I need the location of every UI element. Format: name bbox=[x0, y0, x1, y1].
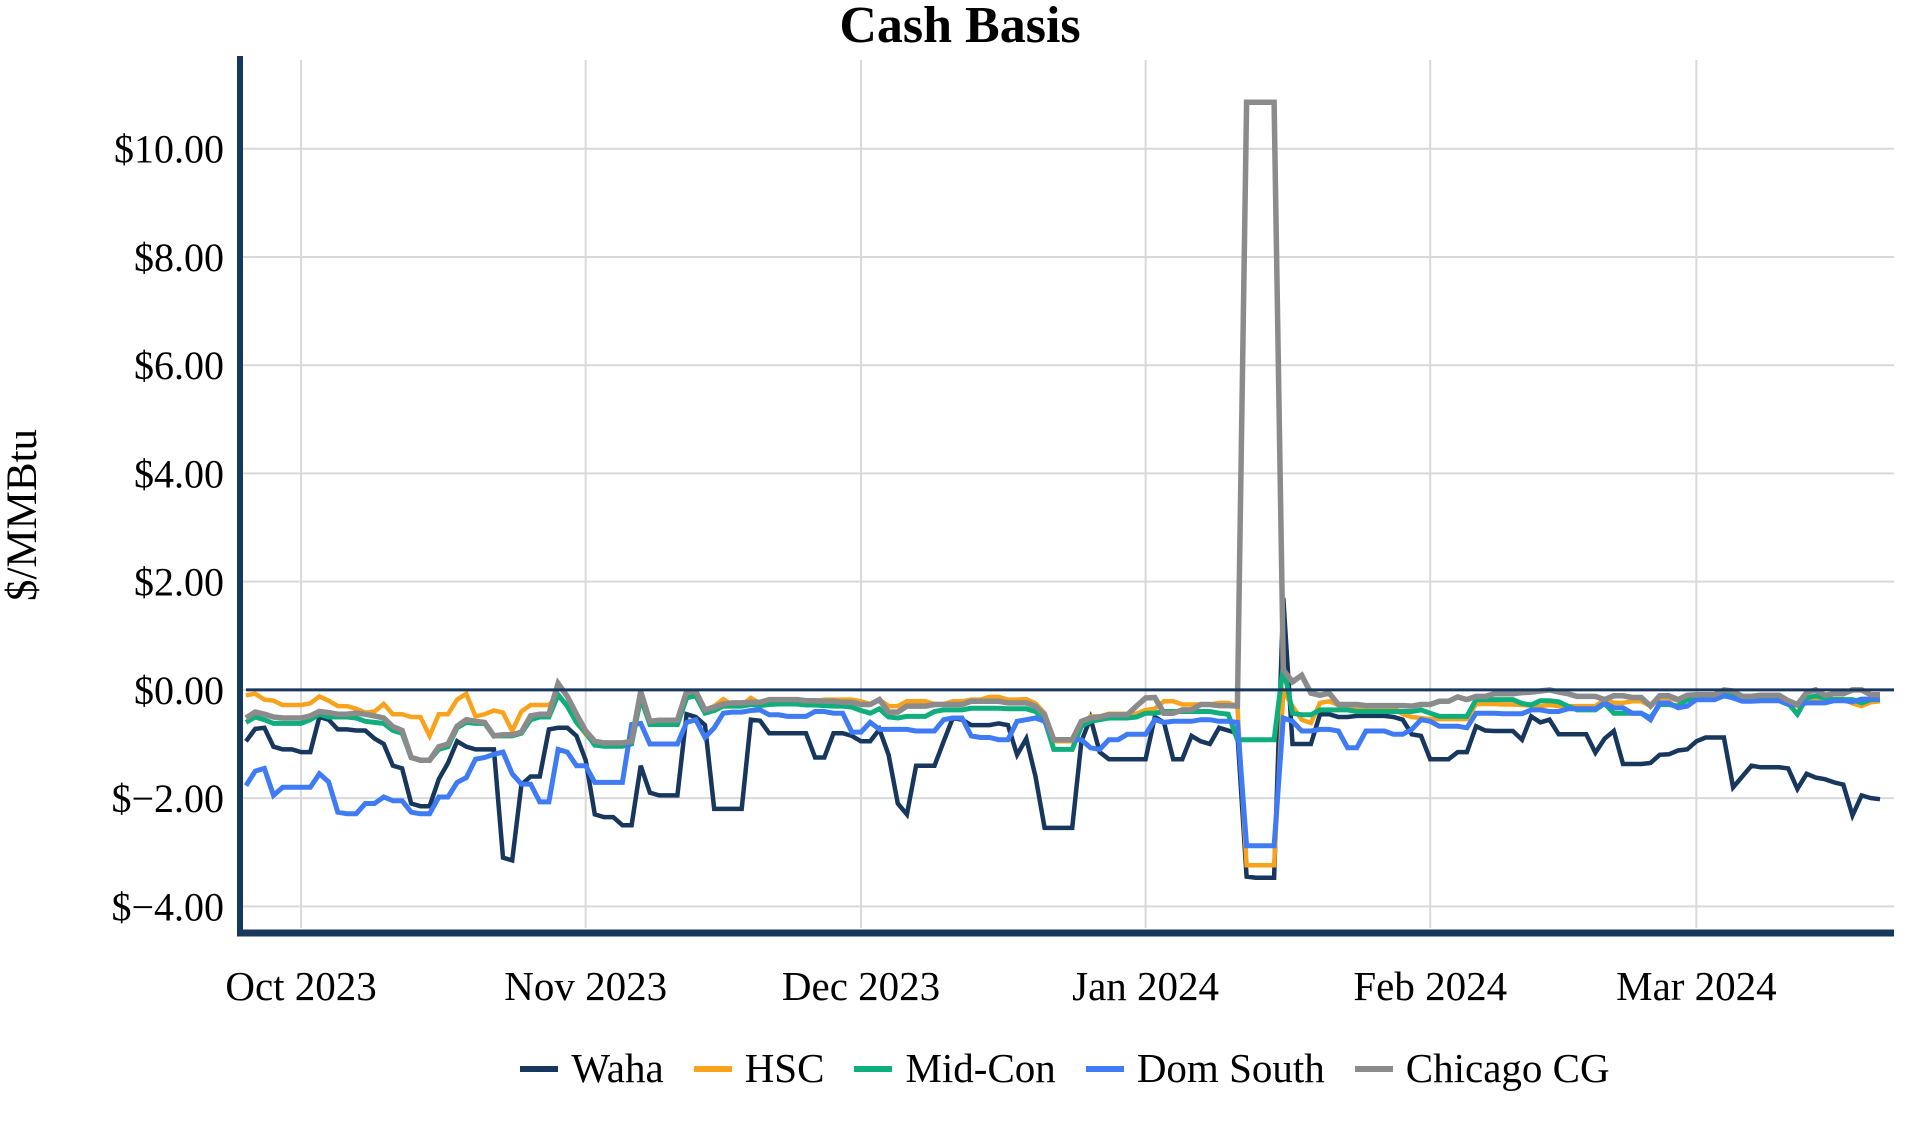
legend-item-waha: Waha bbox=[520, 1045, 664, 1091]
legend-item-mid-con: Mid-Con bbox=[854, 1045, 1056, 1091]
x-tick-label: Dec 2023 bbox=[782, 963, 940, 1009]
tick-layer: $10.00 $8.00 $6.00 $4.00 $2.00 $0.00 $−2.00 $−4… bbox=[111, 127, 1776, 1009]
series-line-chicago-cg bbox=[244, 99, 1880, 763]
legend-swatch-icon bbox=[693, 1065, 732, 1072]
legend-swatch-icon bbox=[1085, 1065, 1124, 1072]
axis-layer bbox=[237, 56, 1894, 937]
x-tick-label: Oct 2023 bbox=[225, 963, 376, 1009]
x-tick-label: Mar 2024 bbox=[1616, 963, 1777, 1009]
y-tick-label: $−2.00 bbox=[111, 776, 224, 821]
legend: Waha HSC Mid-Con Dom South Chicago CG bbox=[210, 1048, 1920, 1089]
y-tick-label: $10.00 bbox=[114, 127, 224, 172]
y-tick-label: $6.00 bbox=[134, 343, 224, 388]
y-tick-label: $−4.00 bbox=[111, 884, 224, 929]
legend-item-chicago-cg: Chicago CG bbox=[1354, 1045, 1610, 1091]
legend-swatch-icon bbox=[854, 1065, 893, 1072]
series-line-waha bbox=[244, 597, 1881, 880]
y-tick-label: $8.00 bbox=[134, 235, 224, 280]
series-line-dom-south bbox=[243, 693, 1880, 849]
legend-swatch-icon bbox=[520, 1065, 559, 1072]
legend-label: Dom South bbox=[1136, 1045, 1325, 1091]
legend-label: Mid-Con bbox=[905, 1045, 1056, 1091]
legend-label: Chicago CG bbox=[1405, 1045, 1610, 1091]
y-tick-label: $4.00 bbox=[134, 451, 224, 496]
series-layer bbox=[243, 99, 1881, 880]
chart-title: Cash Basis bbox=[839, 0, 1080, 54]
legend-label: HSC bbox=[744, 1045, 825, 1091]
x-tick-label: Jan 2024 bbox=[1072, 963, 1219, 1009]
x-tick-label: Nov 2023 bbox=[504, 963, 667, 1009]
grid-layer bbox=[240, 60, 1894, 928]
legend-item-dom-south: Dom South bbox=[1085, 1045, 1325, 1091]
series-line-hsc bbox=[245, 683, 1881, 868]
y-tick-label: $2.00 bbox=[134, 560, 224, 605]
legend-label: Waha bbox=[571, 1045, 664, 1091]
x-tick-label: Feb 2024 bbox=[1353, 963, 1507, 1009]
y-tick-label: $0.00 bbox=[134, 668, 224, 713]
legend-item-hsc: HSC bbox=[693, 1045, 825, 1091]
y-axis-title: $/MMBtu bbox=[0, 429, 46, 601]
legend-swatch-icon bbox=[1354, 1065, 1393, 1072]
